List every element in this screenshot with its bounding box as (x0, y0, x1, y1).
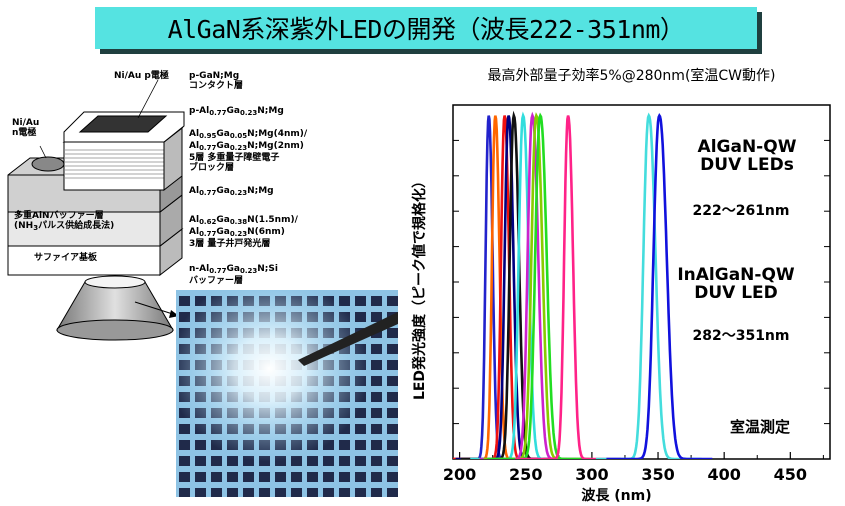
page-title: AlGaN系深紫外LEDの開発（波長222-351nm） (95, 7, 757, 49)
label-p-electrode: Ni/Au p電極 (114, 71, 169, 81)
y-axis-label: LED発光強度（ピーク値で規格化） (411, 174, 428, 400)
x-tick-label: 300 (575, 465, 608, 484)
spectrum-chart: 最高外部量子効率5%@280nm(室温CW動作) 200 250 300 350 400 4… (411, 67, 831, 504)
diagram-leader-lines (39, 79, 159, 159)
led-emission-photo (176, 290, 398, 497)
spectrum-line-282 (515, 115, 621, 459)
chart-title: 最高外部量子効率5%@280nm(室温CW動作) (488, 67, 776, 84)
label-buffer: 多重AlNバッファー層 (NH3パルス供給成長法) (14, 211, 115, 232)
annotation-algan-title: AlGaN-QW DUV LEDs (698, 137, 797, 175)
spectrum-line-241 (460, 110, 567, 459)
spectrum-line-261 (487, 112, 594, 459)
x-tick-label: 200 (443, 465, 476, 484)
light-cone (56, 275, 180, 341)
spectrum-line-351 (606, 112, 713, 459)
annotation-inalgan-range: 282〜351nm (692, 328, 789, 344)
label-substrate: サファイア基板 (34, 253, 98, 263)
annotation-inalgan-title: InAlGaN-QW DUV LED (677, 265, 795, 303)
spectrum-line-248 (470, 111, 576, 459)
spectrum-line-343 (595, 112, 702, 459)
label-n-electrode: Ni/Au n電極 (12, 118, 40, 138)
label-p-layer: p-Al0.77Ga0.23N;Mg (189, 106, 284, 117)
spectrum-line-234 (453, 115, 558, 459)
x-tick-label: 450 (774, 465, 807, 484)
x-axis-label: 波長 (nm) (581, 487, 651, 504)
spectrum-line-237 (455, 115, 562, 459)
x-tick-label: 400 (707, 465, 740, 484)
spectrum-line-222 (453, 115, 542, 459)
annotation-room-temp: 室温測定 (730, 418, 790, 436)
x-tick-label: 350 (641, 465, 674, 484)
spectrum-line-227 (453, 115, 549, 459)
p-electrode (78, 115, 168, 133)
annotation-algan-range: 222〜261nm (692, 203, 789, 219)
x-tick-label: 250 (509, 465, 542, 484)
spectrum-line-258 (483, 112, 590, 459)
led-structure-diagram (7, 111, 185, 277)
label-n-layer: n-Al0.77Ga0.23N;Si バッファー層 (189, 264, 278, 286)
label-p-cladding: Al0.77Ga0.23N;Mg (189, 186, 274, 197)
label-electron-block: Al0.95Ga0.05N;Mg(4nm)/ Al0.77Ga0.23N;Mg(… (189, 129, 308, 173)
label-mqw: Al0.62Ga0.38N(1.5nm)/ Al0.77Ga0.23N(6nm)… (189, 215, 298, 249)
label-contact-layer: p-GaN;Mg コンタクト層 (189, 71, 244, 91)
spectra-group (453, 110, 713, 459)
title-text: AlGaN系深紫外LEDの開発（波長222-351nm） (167, 15, 685, 44)
photo-image (176, 290, 398, 497)
spectrum-line-255 (479, 111, 586, 459)
